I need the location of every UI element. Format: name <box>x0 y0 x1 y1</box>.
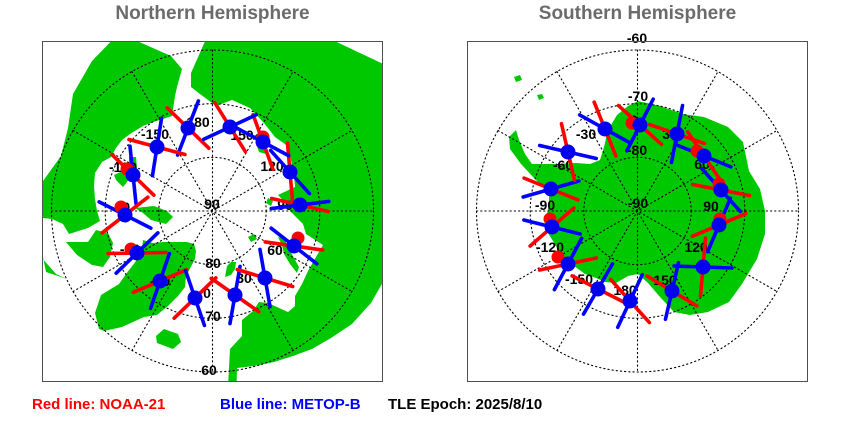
metopb-dot <box>255 134 271 150</box>
metopb-dot <box>590 281 606 297</box>
metopb-dot <box>711 217 727 233</box>
graticule-label: -60 <box>627 30 647 46</box>
graticule-label: -90 <box>628 195 648 211</box>
north-hemisphere-title: Northern Hemisphere <box>115 3 310 24</box>
metopb-dot <box>117 207 133 223</box>
metopb-dot <box>560 256 576 272</box>
metopb-dot <box>125 167 141 183</box>
legend-red-noaa21: Red line: NOAA-21 <box>32 396 166 413</box>
legend-tle-epoch: TLE Epoch: 2025/8/10 <box>388 396 543 413</box>
south-map-svg: 0-3030-6060-9090-120120-150150180-60-70-… <box>467 30 808 382</box>
graticule-label: 70 <box>205 308 221 324</box>
metopb-dot <box>544 219 560 235</box>
graticule-label: -80 <box>627 142 647 158</box>
metopb-dot <box>695 259 711 275</box>
metopb-dot <box>543 181 559 197</box>
metopb-dot <box>282 164 298 180</box>
metopb-dot <box>180 120 196 136</box>
south-hemisphere-title: Southern Hemisphere <box>538 3 737 24</box>
graticule-label: -90 <box>535 197 555 213</box>
satellite-position-dots <box>543 116 729 309</box>
metopb-dot <box>664 283 680 299</box>
metopb-dot <box>257 270 273 286</box>
metopb-dot <box>152 273 168 289</box>
graticule-label: 90 <box>204 196 220 212</box>
graticule-label: -60 <box>553 157 573 173</box>
graticule-label: -150 <box>141 126 169 142</box>
metopb-dot <box>222 119 238 135</box>
north-map-svg: 180-150150-120120-9090-6060-303009080706… <box>42 41 383 382</box>
graticule-label: 60 <box>201 362 217 378</box>
graticule-label: 60 <box>267 242 283 258</box>
north-hemisphere-map: 180-150150-120120-9090-6060-303009080706… <box>42 41 383 382</box>
metopb-dot <box>227 287 243 303</box>
metopb-dot <box>597 121 613 137</box>
metopb-dot <box>129 245 145 261</box>
metopb-dot <box>696 148 712 164</box>
graticule-label: 80 <box>205 255 221 271</box>
graticule-label: 120 <box>684 239 708 255</box>
graticule-label: -30 <box>576 126 596 142</box>
metopb-dot <box>669 126 685 142</box>
metopb-dot <box>187 290 203 306</box>
metopb-dot <box>149 139 165 155</box>
panel-border <box>467 41 808 382</box>
metopb-dot <box>560 144 576 160</box>
south-hemisphere-map: 0-3030-6060-9090-120120-150150180-60-70-… <box>467 30 808 382</box>
satellite-position-dots <box>114 119 308 306</box>
noaa21-dot <box>551 250 565 264</box>
metopb-dot <box>713 182 729 198</box>
metopb-dot <box>622 293 638 309</box>
graticule-label: -70 <box>628 88 648 104</box>
landmass-layer <box>42 41 383 382</box>
metopb-dot <box>286 238 302 254</box>
graticule-label: 90 <box>703 198 719 214</box>
graticule-label: 0 <box>203 285 211 301</box>
metopb-dot <box>292 197 308 213</box>
metopb-dot <box>632 117 648 133</box>
panel-border <box>42 41 383 382</box>
legend-blue-metopb: Blue line: METOP-B <box>220 396 361 413</box>
